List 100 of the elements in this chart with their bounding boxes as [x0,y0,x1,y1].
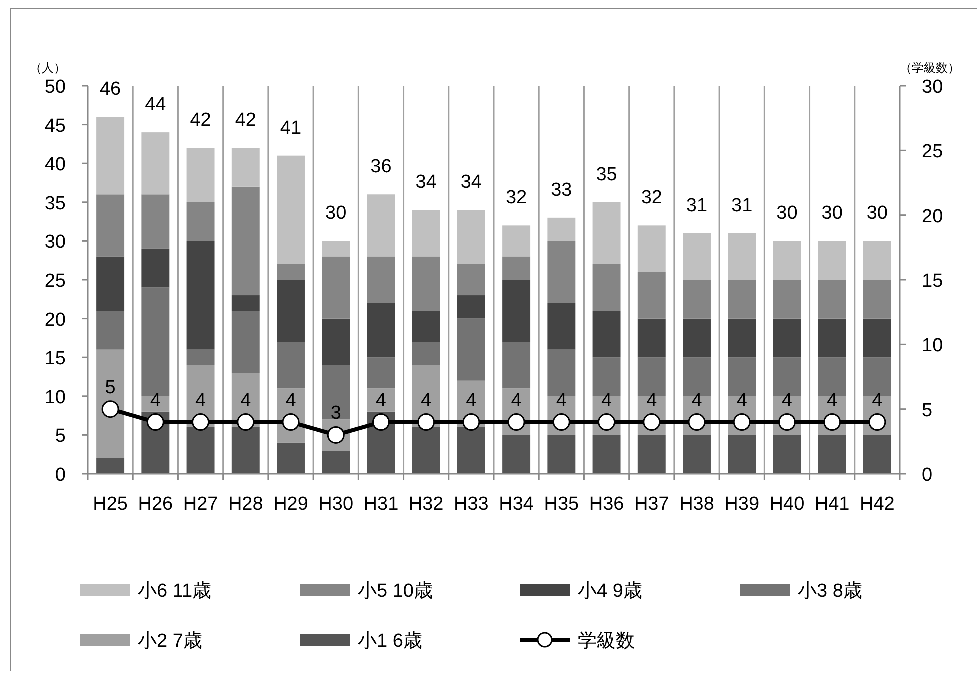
bar [186,350,215,366]
x-tick-label: H36 [589,494,624,515]
data-label: 4 [466,390,478,412]
x-tick-label: H30 [318,494,354,515]
x-tick-label: H39 [724,494,760,515]
data-label: 4 [150,390,162,412]
data-label: 4 [286,390,297,412]
x-tick-label: H26 [138,494,174,515]
bar [638,272,666,319]
total-label: 30 [822,203,843,224]
total-label: 31 [732,195,753,216]
bar [773,241,802,280]
bar [818,241,846,280]
bar [728,233,756,280]
data-label: 4 [421,390,432,412]
y-tick-label: 0 [55,465,66,486]
legend-label: 小6 11歳 [138,581,212,602]
x-tick-label: H37 [634,494,670,515]
bar [232,148,260,187]
bar [818,318,846,358]
bar [186,148,215,202]
bar [863,280,892,319]
bar [683,318,711,358]
bar [548,241,576,304]
x-tick-label: H38 [680,494,714,515]
bar [773,435,802,474]
bar [818,280,846,319]
y2-tick-label: 5 [922,400,933,422]
bar [277,442,305,474]
bar [186,202,215,242]
legend-label: 小4 9歳 [578,581,642,602]
bar [638,435,666,474]
bar [457,427,486,474]
bar [592,311,621,358]
bar [457,210,486,264]
bar [277,264,305,280]
bar [96,256,125,312]
legend-label: 小2 7歳 [138,631,202,652]
y2-axis-title: （学級数） [900,61,960,75]
y-tick-label: 10 [44,387,66,408]
bar [412,427,440,474]
bar [457,296,486,319]
bar [277,342,305,389]
y2-tick-label: 0 [922,465,933,486]
x-tick-label: H33 [454,494,489,515]
bar [232,186,260,296]
data-label: 4 [782,390,793,412]
bar [367,256,396,304]
x-tick-label: H35 [544,494,580,515]
bar [277,156,305,264]
bar [863,435,892,474]
bar [863,241,892,280]
bar [818,435,846,474]
y2-tick-label: 10 [922,336,944,357]
bar [638,226,666,272]
y-tick-label: 25 [44,271,66,292]
data-label: 5 [105,377,116,398]
bar [367,388,396,412]
x-tick-label: H32 [408,494,444,515]
bar [773,280,802,319]
data-label: 4 [736,390,748,412]
x-tick-label: H29 [274,494,308,515]
total-label: 34 [416,172,438,194]
bar [412,311,440,342]
data-label: 4 [556,390,568,412]
legend-label: 小1 6歳 [358,631,422,652]
bar [502,435,531,474]
bar [96,117,125,195]
bar [683,280,711,319]
bar [96,458,125,474]
bar [457,264,486,296]
bar [96,194,125,257]
total-label: 30 [326,203,347,224]
point [418,414,436,432]
legend-label: 学級数 [578,631,635,652]
y-tick-label: 5 [55,426,66,448]
total-label: 32 [506,188,528,209]
total-label: 42 [235,110,256,132]
bar [548,435,576,474]
y-tick-label: 30 [44,232,66,254]
point [102,400,120,418]
y-axis-title: （人） [30,61,66,75]
legend-label: 小5 10歳 [358,581,433,602]
bar [592,264,621,312]
bar [728,318,756,358]
bar [232,427,260,474]
data-label: 3 [330,403,342,424]
bar [502,342,531,389]
data-label: 4 [692,390,703,412]
bar [367,303,396,358]
bar [142,248,170,288]
x-tick-label: H42 [860,494,895,515]
data-label: 4 [827,390,838,412]
bar [728,280,756,319]
total-label: 44 [145,94,167,116]
data-label: 4 [511,390,522,412]
total-label: 35 [596,164,618,186]
total-label: 41 [280,118,302,139]
total-label: 36 [370,156,392,178]
x-tick-label: H34 [499,494,534,515]
